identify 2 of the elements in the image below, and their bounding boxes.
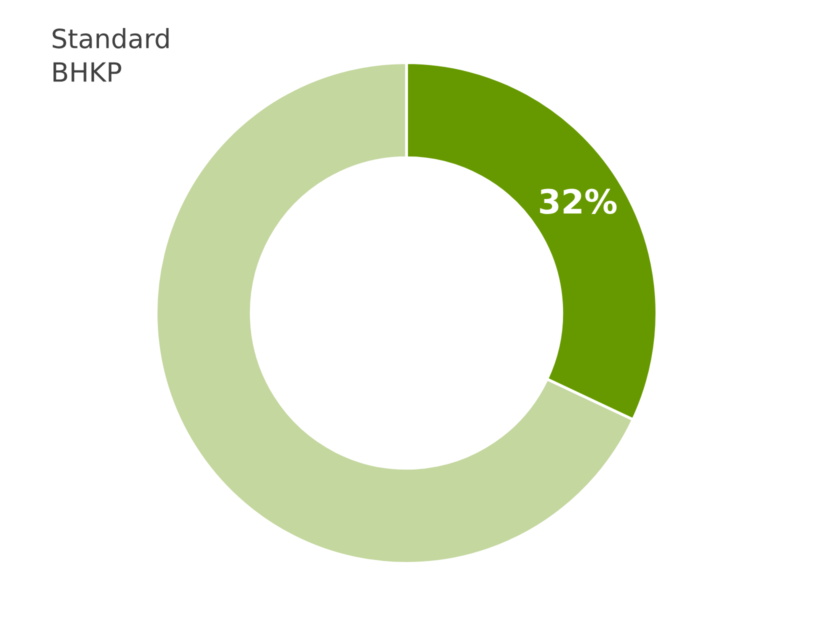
data-label: 32% bbox=[540, 188, 617, 214]
slice-label: Standard BHKP bbox=[52, 28, 169, 82]
